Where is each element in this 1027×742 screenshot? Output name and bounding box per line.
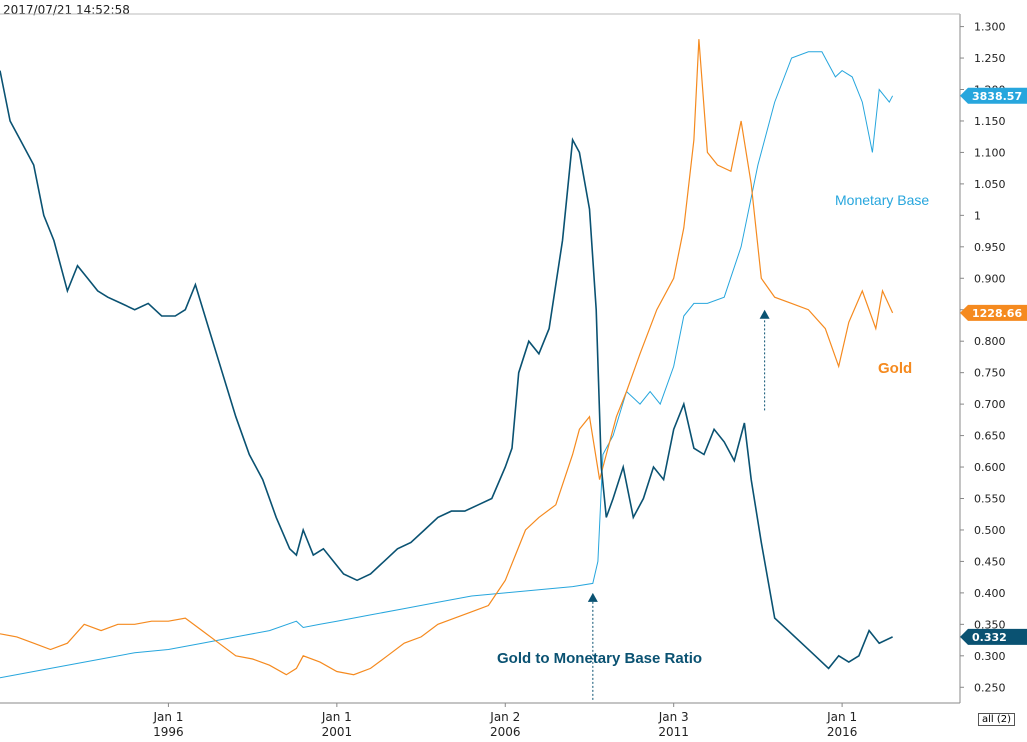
x-tick-label: Jan 2 <box>489 710 520 724</box>
y-tick-label: 0.750 <box>974 367 1006 380</box>
x-tick-year: 2001 <box>322 725 353 739</box>
x-tick-year: 2011 <box>658 725 689 739</box>
y-tick-label: 0.600 <box>974 461 1006 474</box>
y-tick-label: 0.650 <box>974 430 1006 443</box>
y-tick-label: 1.150 <box>974 115 1006 128</box>
x-tick-year: 2006 <box>490 725 521 739</box>
y-tick-label: 0.800 <box>974 335 1006 348</box>
annotation-gold: Gold <box>878 360 912 377</box>
x-tick-label: Jan 1 <box>826 710 857 724</box>
y-tick-label: 1.050 <box>974 178 1006 191</box>
x-tick-year: 1996 <box>153 725 184 739</box>
arrow-head <box>759 309 770 319</box>
y-tick-label: 0.700 <box>974 398 1006 411</box>
arrows <box>587 309 770 700</box>
last-value-tag: 1228.66 <box>960 304 1027 321</box>
annotation-ratio: Gold to Monetary Base Ratio <box>497 650 702 667</box>
y-tick-label: 0.950 <box>974 241 1006 254</box>
monetary-base-line <box>0 51 894 679</box>
x-tick-year: 2016 <box>827 725 858 739</box>
y-axis-ticks: 1.3001.2501.2001.1501.1001.05010.9500.90… <box>960 21 1006 694</box>
arrow-head <box>587 592 598 602</box>
last-value-tag: 3838.57 <box>960 87 1027 104</box>
last-value-label: 0.332 <box>972 631 1007 644</box>
y-tick-label: 1.100 <box>974 146 1006 159</box>
last-value-label: 3838.57 <box>972 90 1022 103</box>
y-tick-label: 0.400 <box>974 587 1006 600</box>
y-tick-label: 0.900 <box>974 272 1006 285</box>
y-tick-label: 0.350 <box>974 618 1006 631</box>
y-tick-label: 0.250 <box>974 681 1006 694</box>
annotation-monetary-base: Monetary Base <box>835 192 929 208</box>
range-all-button[interactable]: all (2) <box>977 713 1015 726</box>
y-tick-label: 1 <box>974 209 981 222</box>
x-tick-label: Jan 1 <box>321 710 352 724</box>
y-tick-label: 0.300 <box>974 650 1006 663</box>
last-value-tag: 0.332 <box>960 628 1027 645</box>
x-tick-label: Jan 1 <box>152 710 183 724</box>
y-tick-label: 1.250 <box>974 52 1006 65</box>
ratio-line <box>0 70 893 670</box>
y-tick-label: 0.500 <box>974 524 1006 537</box>
last-value-label: 1228.66 <box>972 307 1022 320</box>
last-value-tags: 0.332 1228.66 3838.57 <box>960 87 1027 645</box>
y-tick-label: 0.450 <box>974 555 1006 568</box>
y-tick-label: 0.550 <box>974 493 1006 506</box>
x-tick-label: Jan 3 <box>658 710 689 724</box>
gold-line <box>0 39 894 676</box>
y-tick-label: 1.300 <box>974 21 1006 34</box>
